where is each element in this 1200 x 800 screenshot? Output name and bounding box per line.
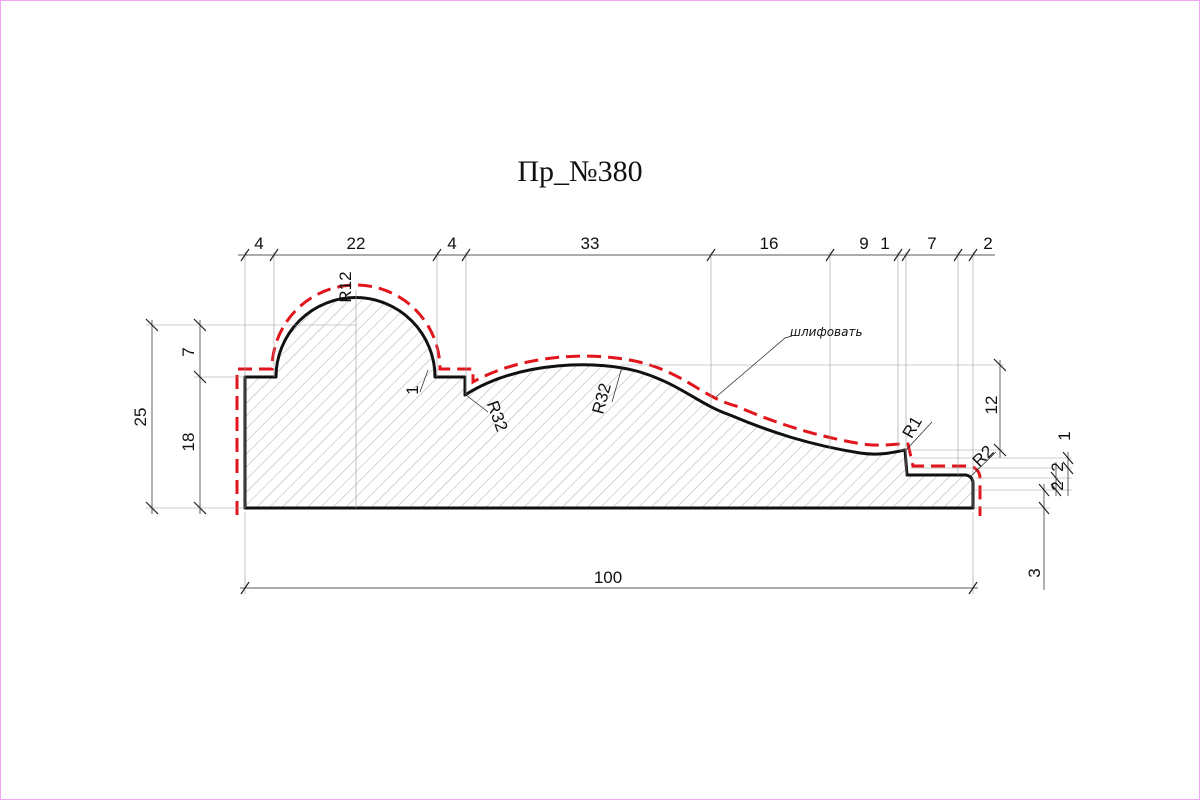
radius-bead: R12 — [336, 271, 355, 302]
dim-left-total: 25 — [131, 408, 150, 427]
dim-top-2: 2 — [983, 234, 992, 253]
radius-small-1: R1 — [899, 413, 926, 441]
dim-top-4b: 4 — [447, 234, 456, 253]
dim-top-9: 9 — [859, 234, 868, 253]
dim-left-upper: 7 — [179, 347, 198, 356]
drawing-title: Пр_№380 — [517, 155, 643, 188]
dim-step-1: 1 — [403, 385, 422, 394]
dim-right-2b: 2 — [1048, 481, 1067, 490]
dim-top-16: 16 — [760, 234, 779, 253]
dim-right-3: 3 — [1025, 568, 1044, 577]
dim-top-22: 22 — [347, 234, 366, 253]
dim-total-width: 100 — [594, 568, 622, 587]
dim-top-33: 33 — [581, 234, 600, 253]
top-dimension-ticks — [240, 248, 978, 508]
dim-right-2a: 2 — [1048, 462, 1067, 471]
sanding-note: шлифовать — [790, 325, 863, 339]
dim-top-7: 7 — [927, 234, 936, 253]
dim-right-12: 12 — [982, 396, 1001, 415]
sanding-line — [235, 283, 982, 516]
dim-top-4a: 4 — [254, 234, 263, 253]
profile-body — [243, 296, 975, 510]
dim-right-1: 1 — [1055, 431, 1074, 440]
dim-left-lower: 18 — [179, 433, 198, 452]
dim-top-1: 1 — [880, 234, 889, 253]
